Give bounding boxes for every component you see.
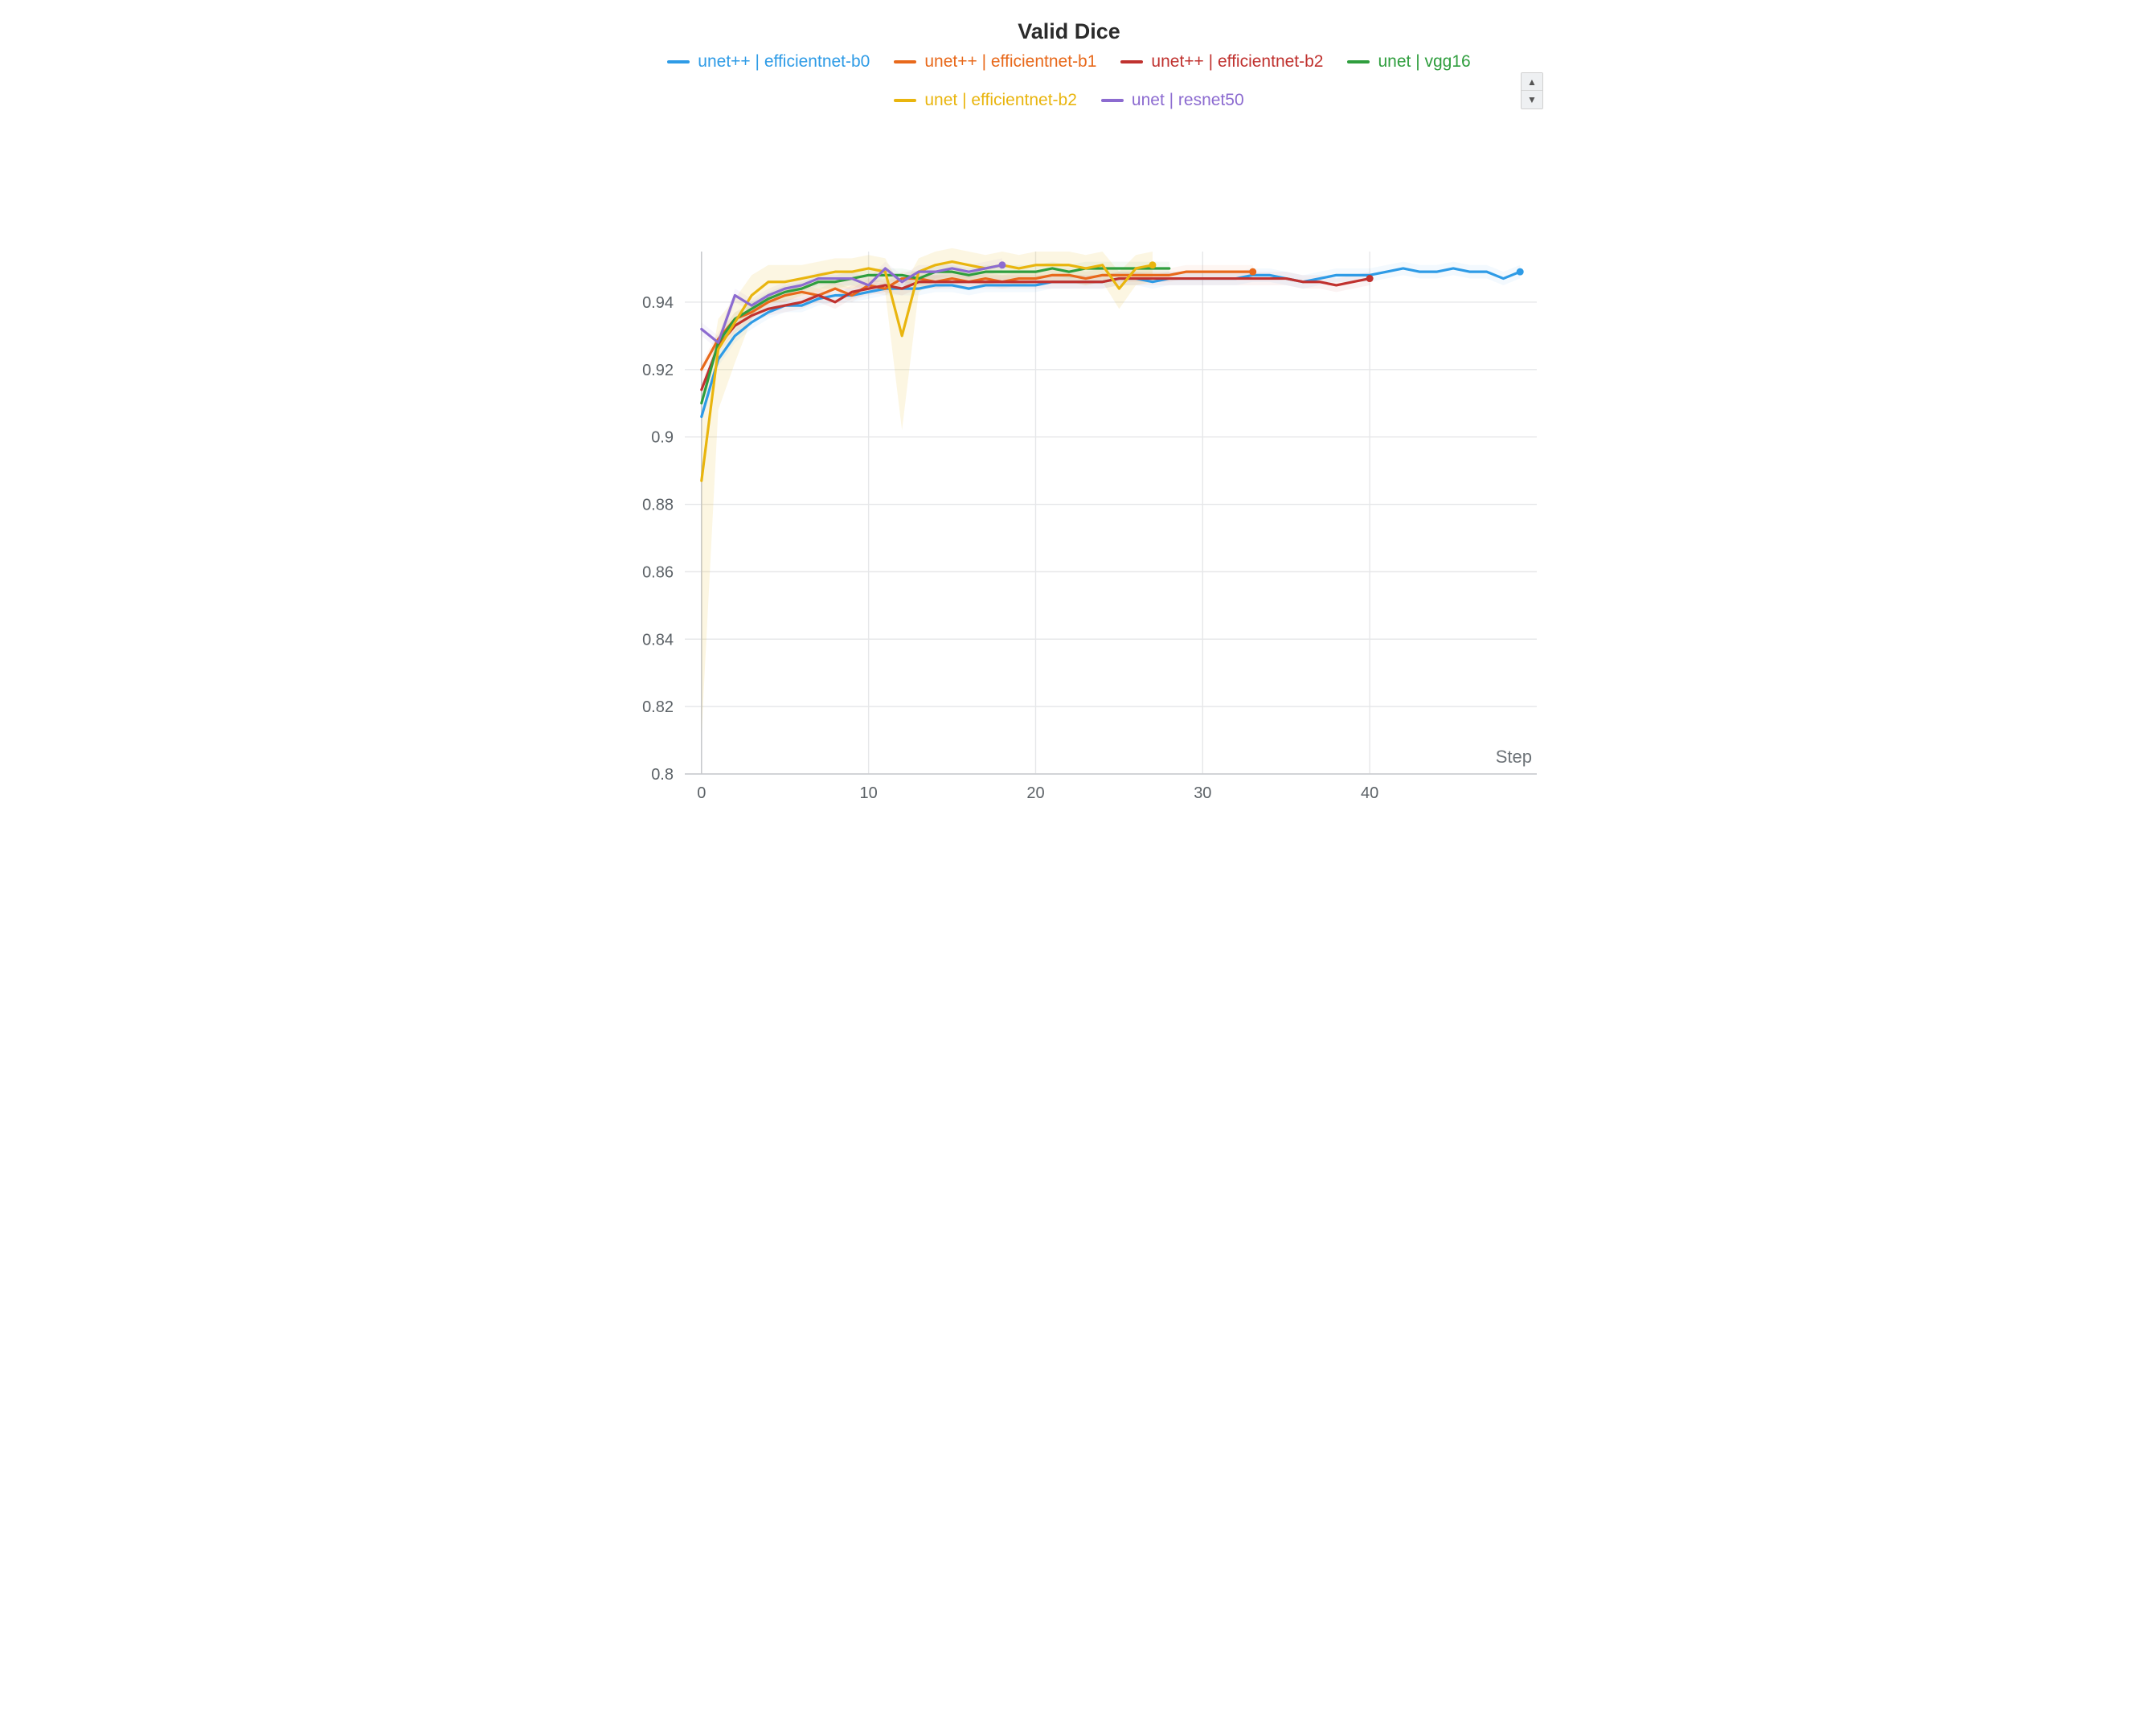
- legend-label: unet | resnet50: [1132, 91, 1244, 110]
- legend-item-0[interactable]: unet++ | efficientnet-b0: [667, 52, 870, 72]
- legend-swatch: [667, 60, 690, 63]
- legend-item-2[interactable]: unet++ | efficientnet-b2: [1120, 52, 1323, 72]
- step-down-button[interactable]: ▼: [1522, 91, 1542, 108]
- legend-swatch: [1101, 99, 1124, 102]
- svg-text:0: 0: [697, 784, 706, 802]
- svg-text:0.94: 0.94: [642, 294, 674, 312]
- svg-text:0.88: 0.88: [642, 497, 674, 514]
- legend: unet++ | efficientnet-b0 unet++ | efficie…: [580, 52, 1558, 110]
- svg-text:0.82: 0.82: [642, 698, 674, 716]
- legend-item-3[interactable]: unet | vgg16: [1347, 52, 1470, 72]
- svg-text:0.84: 0.84: [642, 631, 674, 649]
- chart-svg: 0.8 0.82 0.84 0.86 0.88 0.9 0.92 0.94 0 10 20 30 40 S…: [580, 115, 1558, 814]
- svg-text:0.9: 0.9: [651, 429, 674, 447]
- legend-item-4[interactable]: unet | efficientnet-b2: [894, 91, 1077, 110]
- line-chart: 0.8 0.82 0.84 0.86 0.88 0.9 0.92 0.94 0 10 20 30 40 S…: [580, 115, 1558, 818]
- legend-label: unet | vgg16: [1378, 52, 1470, 72]
- chart-title: Valid Dice: [580, 19, 1558, 44]
- legend-swatch: [1347, 60, 1370, 63]
- legend-item-5[interactable]: unet | resnet50: [1101, 91, 1244, 110]
- legend-label: unet | efficientnet-b2: [924, 91, 1077, 110]
- svg-text:0.86: 0.86: [642, 563, 674, 581]
- step-up-button[interactable]: ▲: [1522, 73, 1542, 91]
- legend-swatch: [894, 60, 916, 63]
- svg-text:30: 30: [1194, 784, 1211, 802]
- step-navigator[interactable]: ▲ ▼: [1521, 72, 1543, 109]
- legend-label: unet++ | efficientnet-b0: [698, 52, 870, 72]
- legend-label: unet++ | efficientnet-b2: [1151, 52, 1323, 72]
- svg-text:0.92: 0.92: [642, 362, 674, 379]
- svg-text:Step: Step: [1496, 747, 1532, 767]
- svg-text:10: 10: [860, 784, 878, 802]
- legend-item-1[interactable]: unet++ | efficientnet-b1: [894, 52, 1096, 72]
- svg-text:0.8: 0.8: [651, 766, 674, 784]
- legend-swatch: [894, 99, 916, 102]
- svg-text:40: 40: [1361, 784, 1378, 802]
- svg-text:20: 20: [1026, 784, 1044, 802]
- legend-swatch: [1120, 60, 1143, 63]
- legend-label: unet++ | efficientnet-b1: [924, 52, 1096, 72]
